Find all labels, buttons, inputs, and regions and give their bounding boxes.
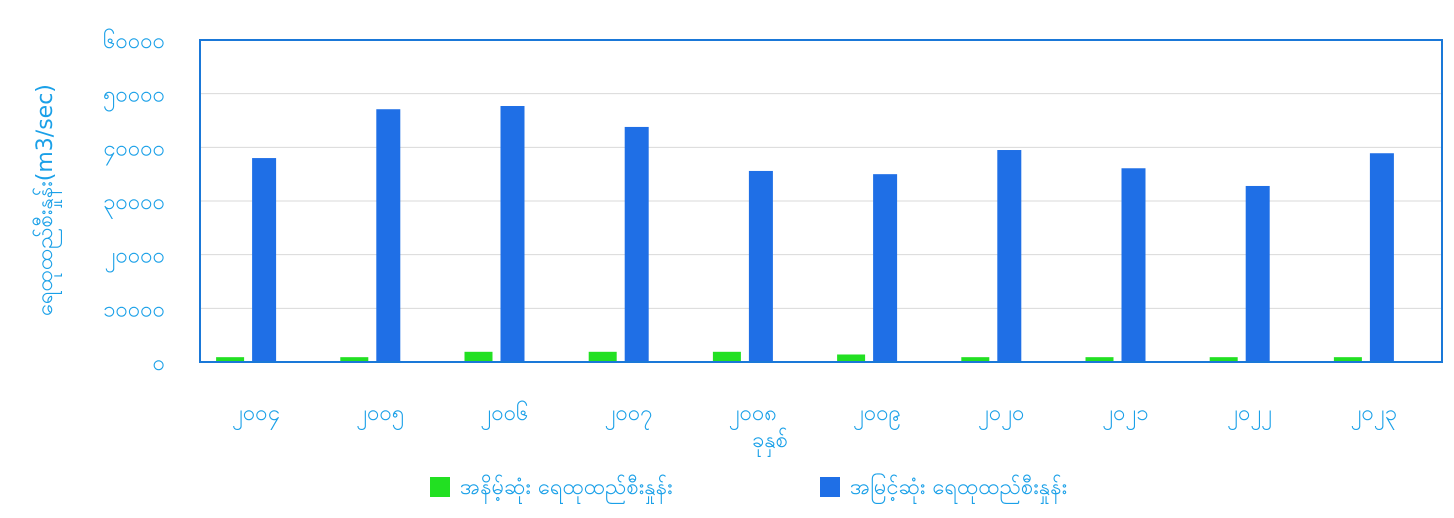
bar-min — [1209, 357, 1238, 362]
x-tick-label: ၂၀၂၁ — [1102, 401, 1148, 430]
bar-max — [252, 158, 277, 362]
bar-min — [1333, 357, 1362, 362]
x-tick-label: ၂၀၀၉ — [853, 401, 901, 430]
plot-area-frame — [199, 39, 1443, 363]
x-tick-label: ၂၀၀၇ — [605, 401, 653, 430]
bar-min — [588, 351, 617, 362]
bars — [216, 106, 1394, 362]
x-axis-label: ခုနှစ် — [752, 427, 788, 458]
x-tick-label: ၂၀၂၂ — [1227, 401, 1272, 430]
x-tick-label: ၂၀၂၀ — [978, 401, 1024, 430]
legend-label-max: အမြင့်ဆုံး ရေထုထည်စီးနှုန်း — [850, 473, 1067, 504]
y-tick-label: ၅၀၀၀၀ — [103, 83, 165, 112]
bar-max — [1245, 185, 1270, 362]
bar-min — [712, 351, 741, 362]
bar-max — [997, 150, 1022, 362]
bar-min — [961, 357, 990, 362]
bar-max — [500, 106, 525, 362]
bar-min — [464, 351, 493, 362]
y-axis-label: ရေထုထည်စီးနှုန်း(m3/sec) — [32, 84, 62, 316]
y-tick-label: ၄၀၀၀၀ — [103, 136, 165, 165]
y-tick-label: ၂၀၀၀၀ — [105, 244, 165, 273]
legend: အနိမ့်ဆုံး ရေထုထည်စီးနှုန်း အမြင့်ဆုံး ရ… — [430, 473, 1067, 504]
x-tick-label: ၂၀၂၃ — [1351, 401, 1397, 430]
bar-max — [624, 126, 649, 362]
x-tick-label: ၂၀၀၅ — [356, 401, 404, 430]
bar-min — [1085, 357, 1114, 362]
legend-swatch-min — [430, 477, 450, 497]
x-tick-labels: ၂၀၀၄ ၂၀၀၅ ၂၀၀၆ ၂၀၀၇ ၂၀၀၈ ၂၀၀၉ ၂၀၂၀ ၂၀၂၁ ၂၀၂၂ ၂၀၂၃ — [232, 400, 1397, 430]
y-tick-label: ၁၀၀၀၀ — [103, 297, 165, 322]
y-tick-labels: ၀ ၁၀၀၀၀ ၂၀၀၀၀ ၃၀၀၀၀ ၄၀၀၀၀ ၅၀၀၀၀ ၆၀၀၀၀ — [103, 28, 165, 376]
bar-max — [748, 170, 773, 362]
legend-swatch-max — [820, 477, 840, 497]
bar-max — [376, 109, 401, 362]
bar-min — [340, 357, 369, 362]
x-tick-label: ၂၀၀၄ — [232, 401, 280, 430]
bar-min — [216, 357, 245, 362]
bar-min — [837, 354, 866, 362]
x-tick-label: ၂၀၀၆ — [481, 400, 529, 430]
y-tick-label: ၆၀၀၀၀ — [103, 28, 165, 54]
x-tick-label: ၂၀၀၈ — [729, 401, 777, 430]
bar-max — [1369, 153, 1394, 362]
legend-label-min: အနိမ့်ဆုံး ရေထုထည်စီးနှုန်း — [460, 474, 673, 504]
y-tick-label: ၃၀၀၀၀ — [103, 190, 165, 219]
bar-max — [1121, 168, 1146, 362]
bar-max — [873, 174, 898, 362]
y-tick-label: ၀ — [153, 351, 165, 376]
